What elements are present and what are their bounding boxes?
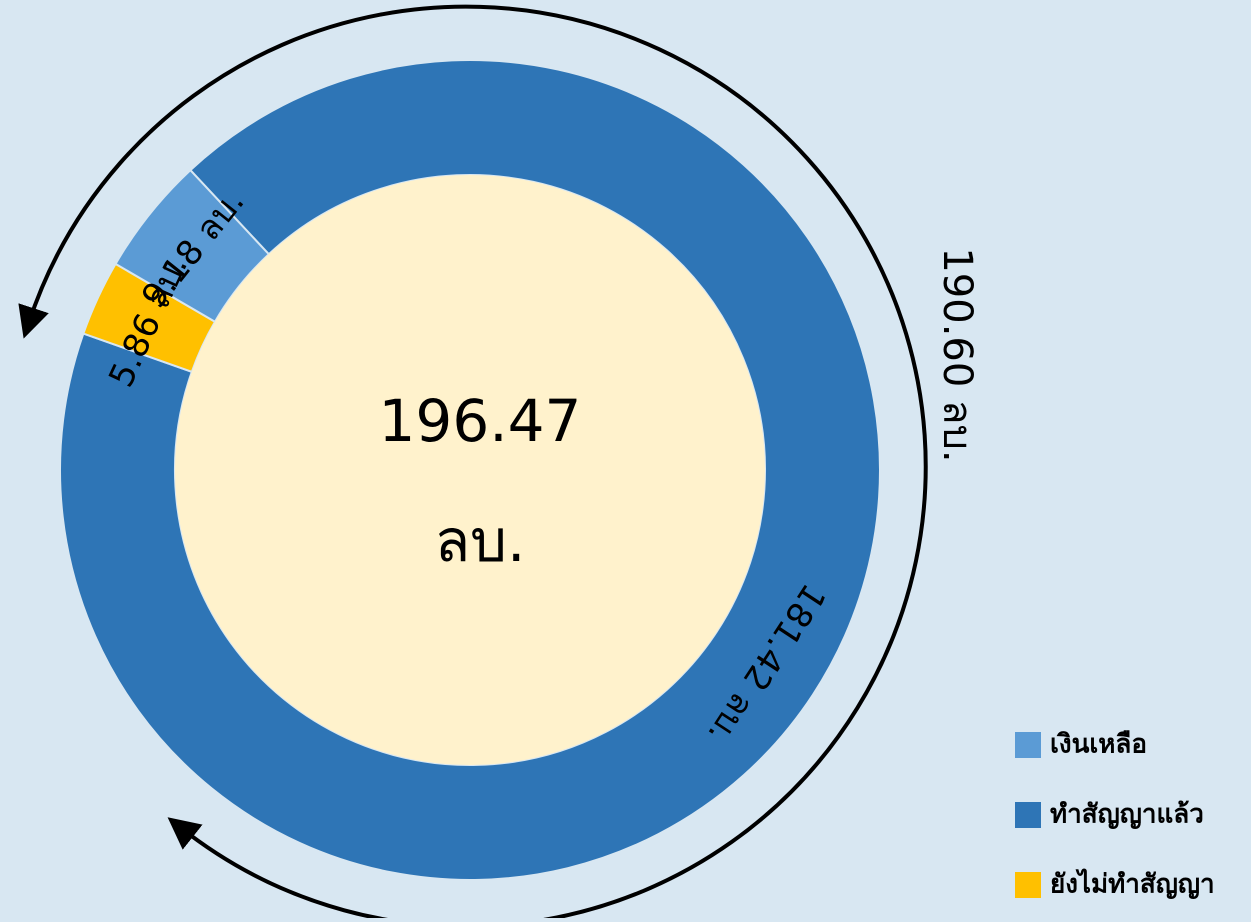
annotation: 190.60 ลบ. [934,247,980,462]
legend-swatch [1015,802,1041,828]
legend-swatch [1015,732,1041,758]
legend-label: ยังไม่ทำสัญญา [1050,868,1215,900]
legend-label: เงินเหลือ [1050,730,1147,760]
donut-hole [175,175,765,765]
center-unit: ลบ. [435,507,526,575]
legend-swatch [1015,872,1041,898]
legend-label: ทำสัญญาแล้ว [1050,800,1204,830]
center-value: 196.47 [379,387,582,455]
